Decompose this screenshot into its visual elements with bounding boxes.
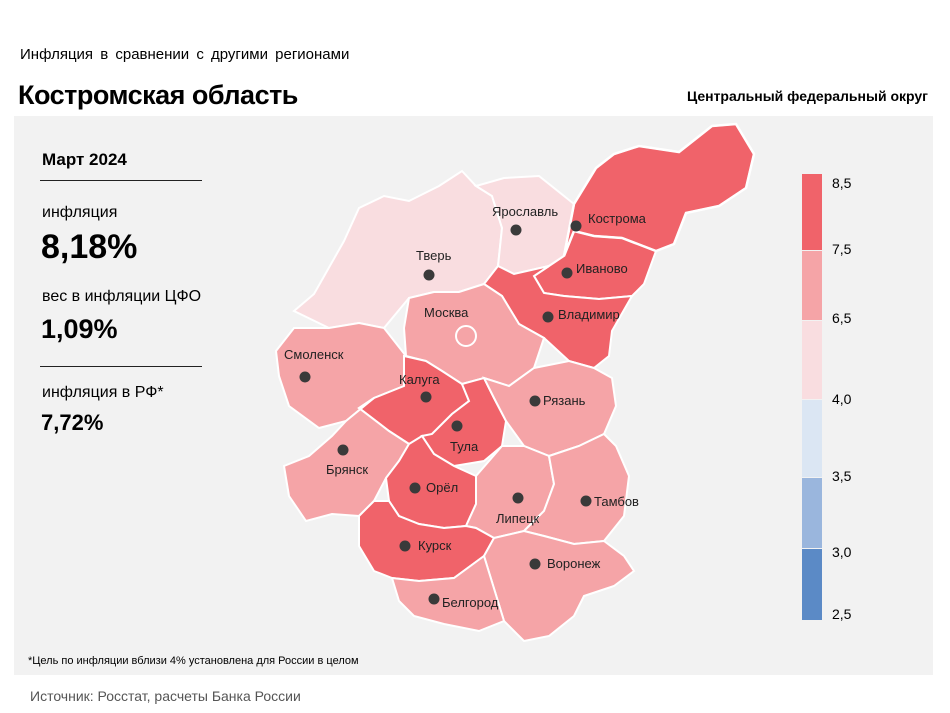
label-smolensk: Смоленск — [284, 347, 344, 362]
marker-tula[interactable] — [451, 420, 463, 432]
marker-moscow[interactable] — [455, 325, 477, 347]
page-subtitle: Инфляция в сравнении с другими регионами — [20, 46, 350, 63]
marker-lipetsk[interactable] — [512, 492, 524, 504]
label-tambov: Тамбов — [594, 494, 639, 509]
marker-ryazan[interactable] — [529, 395, 541, 407]
divider-top — [40, 180, 202, 181]
label-yaroslavl: Ярославль — [492, 204, 558, 219]
rf-inflation-value: 7,72% — [41, 410, 104, 435]
marker-yaroslavl[interactable] — [510, 224, 522, 236]
label-tver: Тверь — [416, 248, 452, 263]
label-belgorod: Белгород — [442, 595, 499, 610]
color-legend: 8,5 7,5 6,5 4,0 3,5 3,0 2,5 — [802, 174, 862, 622]
weight-label: вес в инфляции ЦФО — [42, 288, 202, 305]
district-label: Центральный федеральный округ — [686, 88, 928, 104]
legend-segment-mid — [802, 321, 822, 399]
legend-tick: 4,0 — [832, 391, 852, 407]
legend-tick: 3,0 — [832, 544, 852, 560]
marker-orel[interactable] — [409, 482, 421, 494]
marker-kostroma[interactable] — [570, 220, 582, 232]
legend-tick: 3,5 — [832, 468, 852, 484]
label-kostroma: Кострома — [588, 211, 647, 226]
marker-vladimir[interactable] — [542, 311, 554, 323]
label-tula: Тула — [450, 439, 479, 454]
legend-segment-upper — [802, 251, 822, 320]
marker-tambov[interactable] — [580, 495, 592, 507]
inflation-label: инфляция — [42, 204, 118, 221]
marker-belgorod[interactable] — [428, 593, 440, 605]
region-belgorod[interactable] — [390, 554, 506, 633]
divider-bottom — [40, 366, 202, 367]
marker-tver[interactable] — [423, 269, 435, 281]
label-vladimir: Владимир — [558, 307, 620, 322]
legend-tick: 8,5 — [832, 175, 852, 191]
label-moscow: Москва — [424, 305, 469, 320]
label-voronezh: Воронеж — [547, 556, 601, 571]
label-ivanovo: Иваново — [576, 261, 628, 276]
marker-kursk[interactable] — [399, 540, 411, 552]
marker-voronezh[interactable] — [529, 558, 541, 570]
rf-inflation-label: инфляция в РФ* — [42, 384, 164, 401]
label-kaluga: Калуга — [399, 372, 440, 387]
weight-value: 1,09% — [41, 314, 118, 344]
marker-bryansk[interactable] — [337, 444, 349, 456]
footnote: *Цель по инфляции вблизи 4% установлена … — [28, 655, 359, 667]
legend-tick: 2,5 — [832, 606, 852, 622]
legend-segment-lower — [802, 478, 822, 548]
label-bryansk: Брянск — [326, 462, 368, 477]
legend-segment-lowest — [802, 549, 822, 620]
region-kursk[interactable] — [358, 500, 496, 583]
label-orel: Орёл — [426, 480, 458, 495]
label-kursk: Курск — [418, 538, 452, 553]
legend-segment-high — [802, 174, 822, 250]
inflation-value: 8,18% — [41, 228, 138, 266]
period-label: Март 2024 — [42, 150, 127, 169]
marker-smolensk[interactable] — [299, 371, 311, 383]
source-note: Источник: Росстат, расчеты Банка России — [30, 688, 301, 704]
label-lipetsk: Липецк — [496, 511, 540, 526]
marker-ivanovo[interactable] — [561, 267, 573, 279]
map-panel: Тверь Ярославль Кострома Иваново Владими… — [14, 116, 933, 675]
label-ryazan: Рязань — [543, 393, 586, 408]
region-map: Тверь Ярославль Кострома Иваново Владими… — [274, 122, 756, 643]
legend-tick: 6,5 — [832, 310, 852, 326]
legend-tick: 7,5 — [832, 241, 852, 257]
legend-segment-low — [802, 400, 822, 477]
region-voronezh[interactable] — [482, 529, 636, 643]
region-ryazan[interactable] — [482, 359, 618, 458]
page-title: Костромская область — [18, 80, 298, 110]
selected-region-outline — [562, 122, 756, 257]
marker-kaluga[interactable] — [420, 391, 432, 403]
